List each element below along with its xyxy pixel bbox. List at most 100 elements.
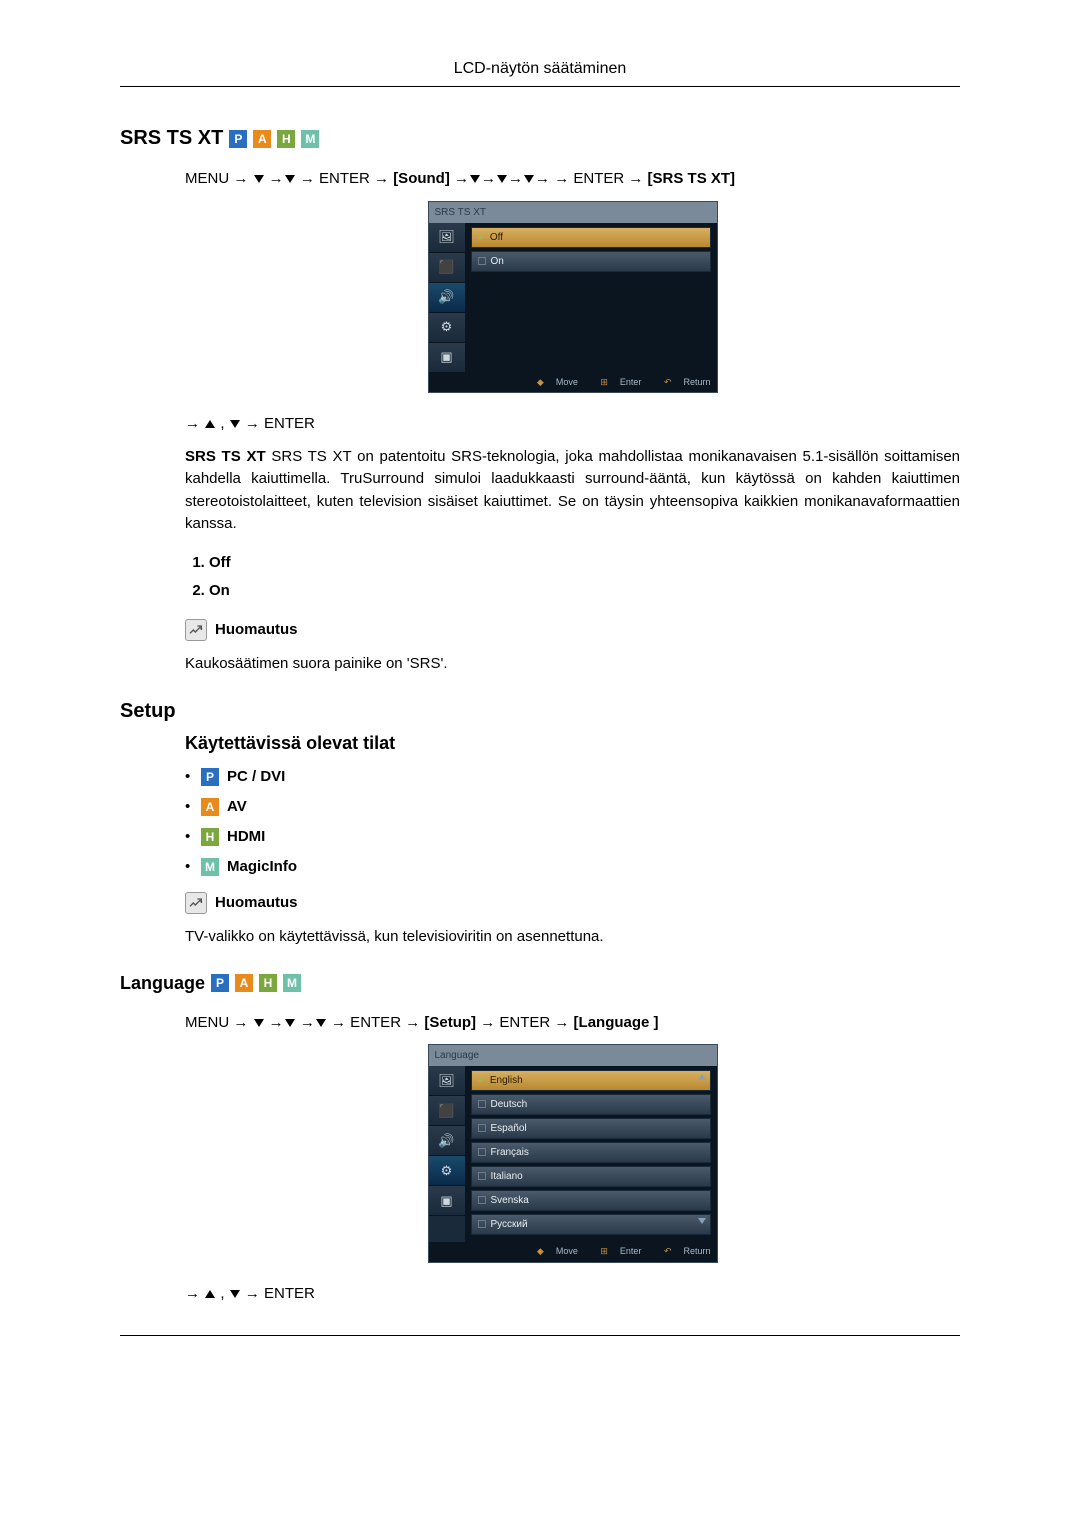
srs-title-text: SRS TS XT [120, 127, 223, 150]
badge-h-icon: H [277, 130, 295, 148]
mode-badge-icon: H [201, 828, 219, 846]
path-sound: [Sound] [393, 170, 450, 187]
language-osd-screenshot: Language 🖼 ⬛ 🔊 ⚙ ▣ ✓English Deutsch Españo… [428, 1044, 718, 1263]
osd-option-row: Deutsch [471, 1094, 711, 1115]
osd-sidebar: 🖼 ⬛ 🔊 ⚙ ▣ [429, 1066, 465, 1242]
setup-subheading: Käytettävissä olevat tilat [185, 733, 960, 754]
return-icon: ↶ [664, 377, 672, 387]
list-item: Off [209, 552, 960, 575]
srs-content: MENU → → → ENTER → [Sound] →→→→ → ENTER … [185, 168, 960, 676]
osd-title: SRS TS XT [429, 202, 717, 223]
path-text: → ENTER [241, 415, 315, 432]
badge-a-icon: A [253, 130, 271, 148]
path-text: → [535, 170, 550, 187]
path-setup: [Setup] [424, 1014, 476, 1031]
up-arrow-icon [205, 420, 215, 428]
down-arrow-icon [285, 1019, 295, 1027]
path-text: → [481, 170, 496, 187]
badge-m-icon: M [283, 974, 301, 992]
osd-option-row: Français [471, 1142, 711, 1163]
move-icon: ◆ [537, 377, 544, 387]
badge-a-icon: A [235, 974, 253, 992]
osd-icon-sound: 🔊 [429, 1126, 465, 1156]
osd-options: ✓OffOn [465, 223, 717, 373]
path-text: → [454, 170, 469, 187]
badge-m-icon: M [301, 130, 319, 148]
page-header: LCD-näytön säätäminen [120, 60, 960, 87]
move-icon: ◆ [537, 1246, 544, 1256]
down-arrow-icon [230, 1290, 240, 1298]
osd-icon-multi: ▣ [429, 1186, 465, 1216]
osd-option-row: Español [471, 1118, 711, 1139]
path-text: → ENTER → [480, 1014, 573, 1031]
down-arrow-icon [524, 175, 534, 183]
osd-icon-input: ⬛ [429, 1096, 465, 1126]
osd-option-row: Svenska [471, 1190, 711, 1211]
list-item: On [209, 580, 960, 603]
badge-p-icon: P [229, 130, 247, 148]
osd-option-row: ✓Off [471, 227, 711, 248]
osd-option-row: Italiano [471, 1166, 711, 1187]
path-text: MENU → [185, 1014, 253, 1031]
enter-icon: ⊞ [600, 1246, 608, 1256]
mode-label: MagicInfo [227, 858, 297, 875]
path-text: → [300, 1014, 315, 1031]
setup-note-block: Huomautus TV-valikko on käytettävissä, k… [185, 892, 960, 949]
srs-osd-screenshot: SRS TS XT 🖼 ⬛ 🔊 ⚙ ▣ ✓OffOn ◆ Move ⊞ Enter … [428, 201, 718, 394]
srs-body: SRS TS XT on patentoitu SRS-teknologia, … [185, 448, 960, 533]
badge-p-icon: P [211, 974, 229, 992]
mode-list: •PPC / DVI•AAV•HHDMI•MMagicInfo [185, 768, 960, 876]
down-arrow-icon [254, 1019, 264, 1027]
mode-badge-icon: M [201, 858, 219, 876]
osd-icon-picture: 🖼 [429, 223, 465, 253]
setup-note-text: TV-valikko on käytettävissä, kun televis… [185, 926, 960, 949]
osd-icon-picture: 🖼 [429, 1066, 465, 1096]
footer-return: Return [683, 1246, 710, 1256]
footer-return: Return [683, 377, 710, 387]
badge-h-icon: H [259, 974, 277, 992]
footer-enter: Enter [620, 377, 642, 387]
down-arrow-icon [254, 175, 264, 183]
down-arrow-icon [316, 1019, 326, 1027]
osd-options: ✓English Deutsch Español Français Italiano Sv… [465, 1066, 717, 1242]
note-label: Huomautus [215, 892, 298, 915]
enter-icon: ⊞ [600, 377, 608, 387]
up-arrow-icon [205, 1290, 215, 1298]
down-arrow-icon [230, 420, 240, 428]
mode-list-item: •PPC / DVI [185, 768, 960, 786]
srs-section-title: SRS TS XT P A H M [120, 127, 960, 150]
osd-sidebar: 🖼 ⬛ 🔊 ⚙ ▣ [429, 223, 465, 373]
path-text: → ENTER [241, 1285, 315, 1302]
path-end: [SRS TS XT] [648, 170, 736, 187]
mode-badge-icon: A [201, 798, 219, 816]
osd-icon-multi: ▣ [429, 343, 465, 373]
path-text: → [269, 1014, 284, 1031]
page-footer-rule [120, 1335, 960, 1336]
path-end: [Language ] [574, 1014, 659, 1031]
mode-label: HDMI [227, 828, 265, 845]
osd-icon-setup: ⚙ [429, 1156, 465, 1186]
mode-list-item: •HHDMI [185, 828, 960, 846]
mode-badge-icon: P [201, 768, 219, 786]
osd-title: Language [429, 1045, 717, 1066]
srs-body-text: SRS TS XT SRS TS XT on patentoitu SRS-te… [185, 446, 960, 536]
footer-move: Move [556, 377, 578, 387]
mode-list-item: •MMagicInfo [185, 858, 960, 876]
osd-icon-input: ⬛ [429, 253, 465, 283]
mode-list-item: •AAV [185, 798, 960, 816]
note-row: Huomautus [185, 619, 960, 642]
osd-footer: ◆ Move ⊞ Enter ↶ Return [429, 373, 717, 393]
srs-inline-title: SRS TS XT [185, 448, 266, 465]
osd-option-row: ✓English [471, 1070, 711, 1091]
footer-enter: Enter [620, 1246, 642, 1256]
osd-icon-sound: 🔊 [429, 283, 465, 313]
note-label: Huomautus [215, 619, 298, 642]
osd-footer: ◆Move ⊞Enter ↶Return [429, 1242, 717, 1262]
note-icon [185, 892, 207, 914]
mode-label: AV [227, 798, 247, 815]
down-arrow-icon [497, 175, 507, 183]
path-text: → [269, 170, 284, 187]
return-icon: ↶ [664, 1246, 672, 1256]
osd-body: 🖼 ⬛ 🔊 ⚙ ▣ ✓English Deutsch Español Français… [429, 1066, 717, 1242]
language-title-text: Language [120, 973, 205, 994]
